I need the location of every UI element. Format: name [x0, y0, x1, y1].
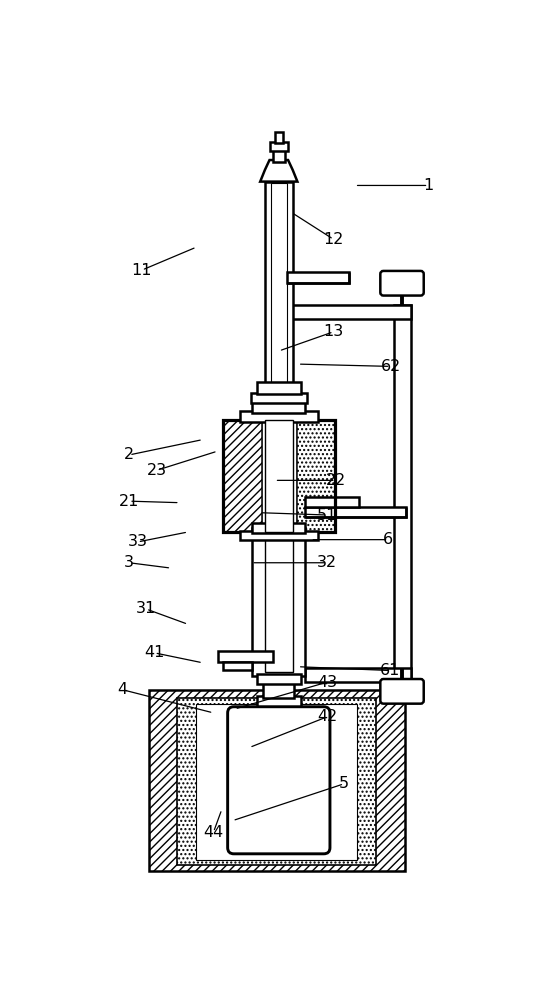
Text: 62: 62	[380, 359, 400, 374]
Text: 11: 11	[132, 263, 152, 278]
Text: 41: 41	[144, 645, 165, 660]
Text: 5: 5	[339, 776, 349, 791]
Text: 1: 1	[423, 178, 434, 193]
Bar	[265, 420, 293, 532]
Bar	[251, 393, 307, 403]
Text: 6: 6	[384, 532, 393, 547]
Text: 23: 23	[146, 463, 166, 478]
FancyBboxPatch shape	[380, 271, 424, 296]
Bar	[240, 411, 318, 422]
FancyBboxPatch shape	[227, 707, 330, 854]
Text: 31: 31	[136, 601, 156, 616]
Text: 43: 43	[317, 675, 337, 690]
Bar	[262, 420, 296, 532]
Bar	[257, 696, 300, 713]
Bar	[273, 149, 285, 162]
Text: 33: 33	[127, 534, 147, 549]
Bar	[223, 662, 252, 670]
Text: 42: 42	[317, 709, 337, 724]
Text: 4: 4	[118, 682, 128, 697]
Text: 51: 51	[317, 508, 337, 523]
Text: 44: 44	[203, 825, 224, 840]
Bar	[271, 183, 287, 402]
Bar	[265, 532, 293, 672]
Bar	[269, 142, 288, 151]
Bar	[287, 305, 411, 319]
Bar	[275, 132, 283, 143]
Text: 21: 21	[119, 494, 139, 509]
Bar	[296, 420, 335, 532]
Bar	[252, 523, 305, 533]
Text: 3: 3	[124, 555, 134, 570]
Text: 12: 12	[324, 232, 344, 247]
Bar	[265, 182, 293, 403]
Bar	[252, 402, 305, 413]
Text: 32: 32	[317, 555, 337, 570]
Bar	[240, 531, 318, 540]
Bar	[287, 272, 349, 283]
Bar	[150, 690, 405, 871]
Bar	[252, 528, 305, 676]
Bar	[196, 704, 357, 860]
Bar	[223, 420, 262, 532]
Text: 22: 22	[326, 473, 346, 488]
Bar	[393, 305, 411, 682]
Bar	[257, 674, 300, 684]
Text: 13: 13	[324, 324, 344, 339]
Text: 2: 2	[124, 447, 134, 462]
Polygon shape	[260, 160, 298, 182]
Bar	[305, 668, 411, 682]
Bar	[263, 682, 294, 698]
Bar	[305, 507, 406, 517]
Bar	[257, 382, 300, 394]
Text: 61: 61	[380, 663, 401, 678]
Bar	[305, 497, 360, 507]
Bar	[223, 420, 335, 532]
Bar	[176, 698, 376, 865]
FancyBboxPatch shape	[380, 679, 424, 704]
Bar	[218, 651, 273, 662]
